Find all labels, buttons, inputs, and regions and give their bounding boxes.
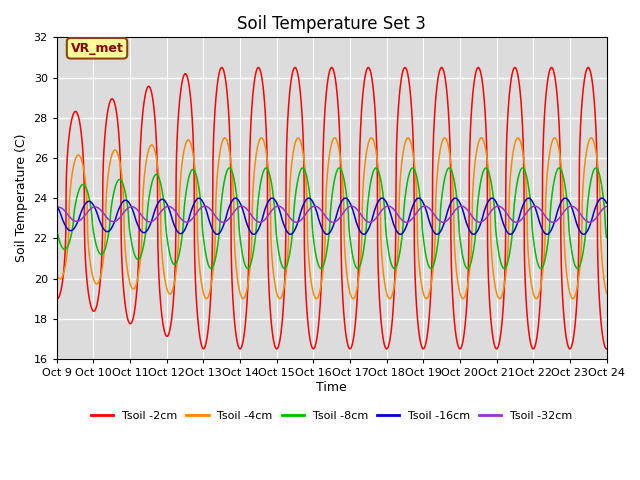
Tsoil -32cm: [288, 217, 296, 223]
Line: Tsoil -16cm: Tsoil -16cm: [57, 198, 607, 234]
Tsoil -16cm: [250, 231, 258, 237]
Tsoil -2cm: [291, 65, 299, 71]
Tsoil -32cm: [284, 212, 292, 217]
Tsoil -8cm: [53, 227, 61, 233]
Tsoil -2cm: [53, 296, 61, 301]
Tsoil -4cm: [559, 179, 566, 184]
Tsoil -2cm: [586, 67, 594, 73]
Tsoil -32cm: [559, 211, 566, 216]
Tsoil -8cm: [603, 235, 611, 240]
Tsoil -4cm: [221, 135, 228, 141]
Tsoil -8cm: [452, 192, 460, 198]
Tsoil -16cm: [603, 200, 611, 206]
Tsoil -8cm: [335, 165, 343, 171]
Tsoil -16cm: [378, 195, 386, 201]
Tsoil -32cm: [292, 219, 300, 225]
Title: Soil Temperature Set 3: Soil Temperature Set 3: [237, 15, 426, 33]
Tsoil -2cm: [452, 336, 460, 341]
Tsoil -16cm: [314, 214, 322, 220]
Tsoil -8cm: [559, 171, 566, 177]
Tsoil -16cm: [53, 203, 61, 209]
Tsoil -16cm: [559, 197, 566, 203]
Tsoil -4cm: [349, 296, 357, 301]
Line: Tsoil -2cm: Tsoil -2cm: [57, 68, 607, 349]
Tsoil -4cm: [53, 272, 61, 277]
Tsoil -16cm: [289, 230, 296, 236]
Tsoil -8cm: [586, 183, 594, 189]
Tsoil -4cm: [452, 268, 460, 274]
Tsoil -4cm: [284, 249, 292, 255]
X-axis label: Time: Time: [316, 381, 347, 394]
Tsoil -2cm: [289, 71, 296, 77]
Tsoil -2cm: [314, 325, 322, 331]
Tsoil -16cm: [284, 230, 292, 236]
Tsoil -32cm: [314, 204, 322, 210]
Tsoil -8cm: [207, 265, 215, 271]
Y-axis label: Soil Temperature (C): Soil Temperature (C): [15, 134, 28, 263]
Tsoil -32cm: [603, 204, 611, 209]
Tsoil -16cm: [452, 195, 460, 201]
Tsoil -2cm: [284, 114, 292, 120]
Tsoil -32cm: [586, 219, 594, 225]
Tsoil -4cm: [586, 136, 594, 142]
Tsoil -32cm: [53, 204, 61, 210]
Line: Tsoil -4cm: Tsoil -4cm: [57, 138, 607, 299]
Tsoil -8cm: [289, 232, 296, 238]
Tsoil -16cm: [586, 223, 594, 228]
Tsoil -4cm: [603, 290, 611, 296]
Line: Tsoil -32cm: Tsoil -32cm: [57, 206, 607, 222]
Tsoil -2cm: [236, 346, 244, 352]
Line: Tsoil -8cm: Tsoil -8cm: [57, 168, 607, 268]
Tsoil -2cm: [559, 293, 566, 299]
Tsoil -8cm: [314, 262, 322, 267]
Tsoil -2cm: [603, 346, 611, 352]
Tsoil -32cm: [348, 203, 355, 209]
Tsoil -4cm: [314, 294, 322, 300]
Tsoil -32cm: [452, 206, 460, 212]
Tsoil -4cm: [289, 156, 296, 162]
Text: VR_met: VR_met: [70, 42, 124, 55]
Legend: Tsoil -2cm, Tsoil -4cm, Tsoil -8cm, Tsoil -16cm, Tsoil -32cm: Tsoil -2cm, Tsoil -4cm, Tsoil -8cm, Tsoi…: [86, 406, 577, 425]
Tsoil -8cm: [284, 259, 292, 265]
